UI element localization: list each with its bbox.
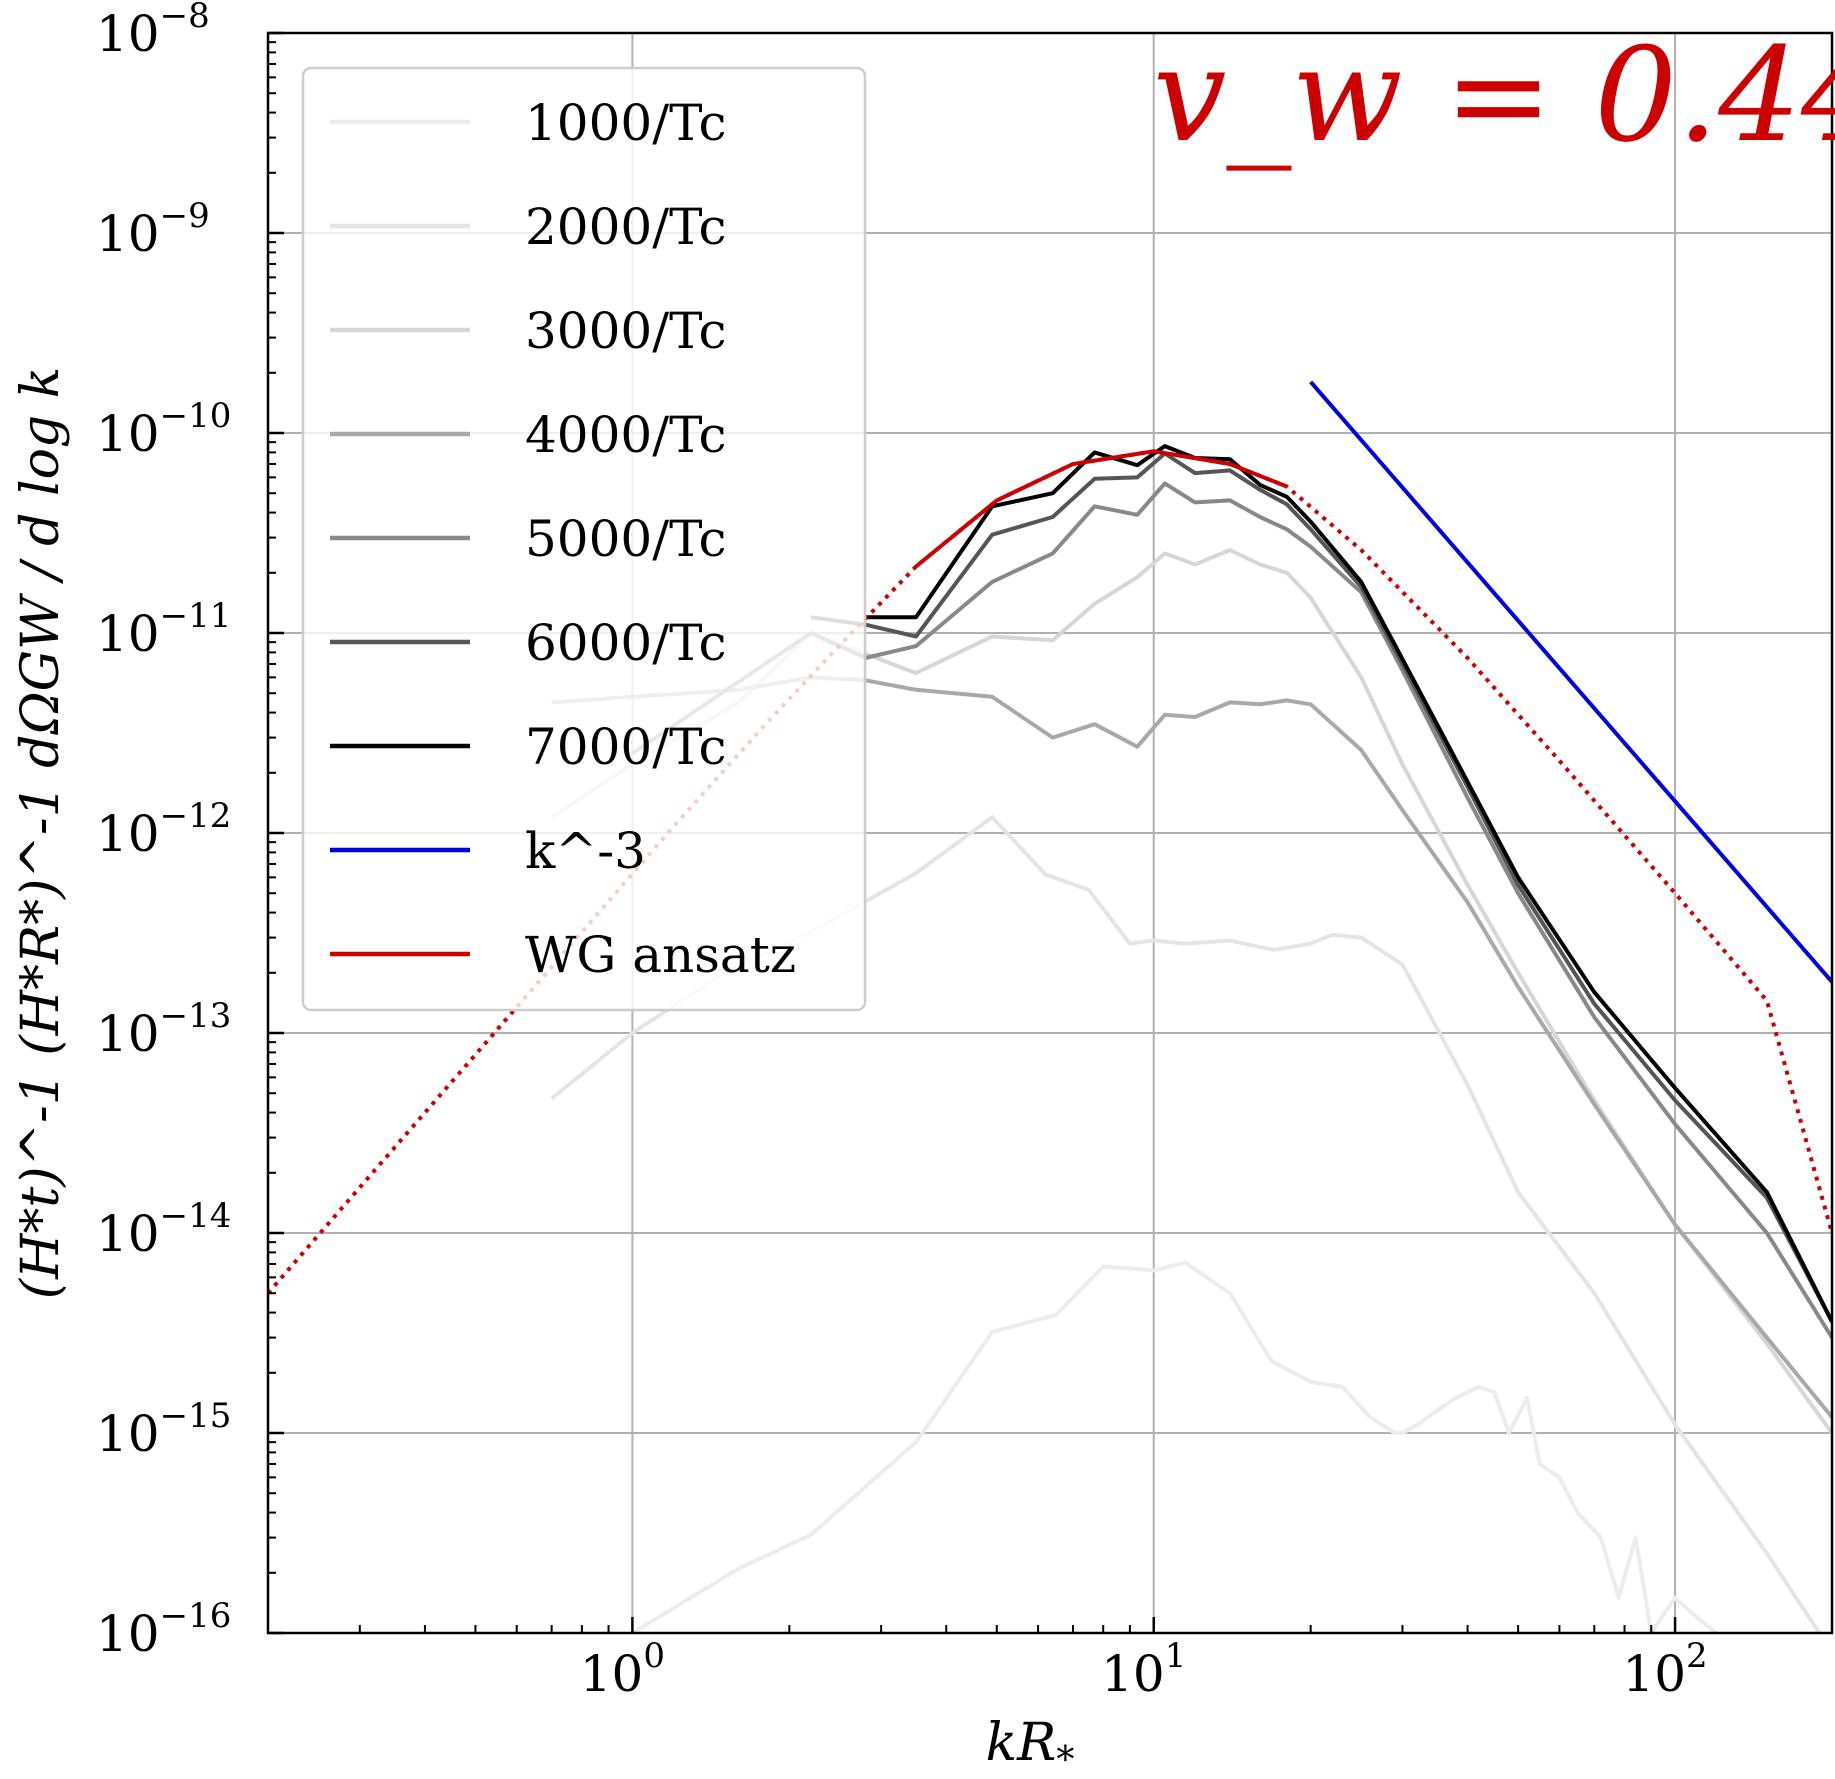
legend-label: 6000/Tc: [525, 614, 727, 672]
plot-area: [268, 380, 1832, 1633]
y-tick-label: 10−8: [96, 0, 210, 63]
y-tick-label: 10−9: [96, 196, 210, 263]
legend-label: 3000/Tc: [525, 302, 727, 360]
x-tick-label: 100: [580, 1636, 665, 1703]
annotation: v_w = 0.44: [1153, 19, 1835, 171]
legend-label: 4000/Tc: [525, 406, 727, 464]
y-tick-label: 10−16: [96, 1596, 231, 1663]
series-line-wg-ansatz-solid: [914, 449, 1288, 569]
legend-label: 2000/Tc: [525, 198, 727, 256]
series-line-5000-tc: [631, 481, 1832, 1339]
series-line-7000-tc: [865, 444, 1832, 1323]
y-axis-label: (H*t)^-1 (H*R*)^-1 dΩGW / d log k: [11, 367, 71, 1299]
y-tick-label: 10−12: [96, 796, 231, 863]
legend-label: 7000/Tc: [525, 718, 727, 776]
series-line-2000-tc: [550, 815, 1822, 1633]
legend-label: 5000/Tc: [525, 510, 727, 568]
axes: 100 101 102 10−8 10−9 10−10 10−11 10−12 10−13 10−…: [11, 0, 1834, 1779]
y-tick-label: 10−10: [96, 396, 231, 463]
y-tick-label: 10−11: [96, 596, 231, 663]
x-axis-label: kR*: [986, 1713, 1075, 1779]
y-tick-label: 10−15: [96, 1396, 231, 1463]
legend-label: 1000/Tc: [525, 94, 727, 152]
y-tick-label: 10−13: [96, 996, 231, 1063]
y-tick-label: 10−14: [96, 1196, 231, 1263]
legend-label: WG ansatz: [525, 926, 796, 984]
legend-label: k^-3: [525, 822, 646, 880]
series-line-k-3: [1309, 380, 1832, 984]
series-line-3000-tc: [550, 548, 1832, 1435]
legend: 1000/Tc 2000/Tc 3000/Tc 4000/Tc 5000/Tc 6000/…: [301, 66, 867, 1012]
x-tick-label: 101: [1101, 1636, 1186, 1703]
series-line-6000-tc: [810, 451, 1832, 1323]
series-line-1000-tc: [631, 1260, 1718, 1633]
legend-box: [301, 66, 867, 1012]
velocity-annotation: v_w = 0.44: [1153, 19, 1835, 171]
x-tick-label: 102: [1622, 1636, 1707, 1703]
